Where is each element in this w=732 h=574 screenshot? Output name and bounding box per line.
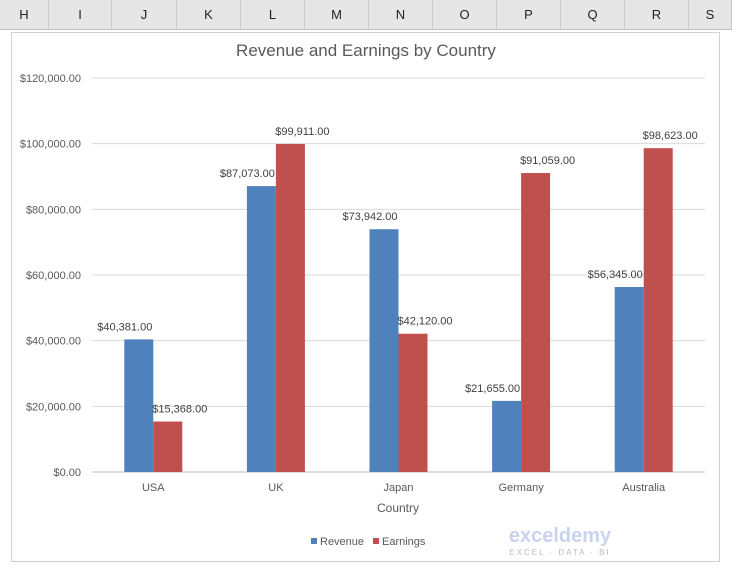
y-tick-label: $100,000.00	[20, 139, 81, 151]
legend-swatch-revenue	[311, 538, 317, 544]
bar-revenue-germany[interactable]	[492, 400, 522, 472]
column-header-N[interactable]: N	[369, 0, 433, 29]
data-label: $21,655.00	[465, 383, 520, 395]
column-header-R[interactable]: R	[625, 0, 689, 29]
column-header-K[interactable]: K	[177, 0, 241, 29]
x-tick-label: Germany	[498, 482, 544, 494]
y-tick-label: $80,000.00	[26, 204, 81, 216]
data-label: $42,120.00	[397, 316, 452, 328]
column-header-Q[interactable]: Q	[561, 0, 625, 29]
x-tick-label: USA	[142, 482, 165, 494]
data-label: $56,345.00	[588, 269, 643, 281]
y-tick-label: $20,000.00	[26, 401, 81, 413]
column-header-M[interactable]: M	[305, 0, 369, 29]
y-tick-label: $60,000.00	[26, 270, 81, 282]
data-label: $15,368.00	[152, 404, 207, 416]
column-header-H[interactable]: H	[0, 0, 49, 29]
data-label: $87,073.00	[220, 168, 275, 180]
bar-revenue-australia[interactable]	[614, 287, 644, 472]
y-tick-label: $120,000.00	[20, 73, 81, 85]
bar-earnings-germany[interactable]	[521, 173, 551, 472]
x-tick-label: Australia	[622, 482, 666, 494]
legend-label[interactable]: Earnings	[382, 536, 426, 548]
data-label: $98,623.00	[643, 130, 698, 142]
bar-revenue-usa[interactable]	[124, 339, 154, 472]
x-axis-title: Country	[377, 501, 419, 515]
column-header-O[interactable]: O	[433, 0, 497, 29]
column-header-L[interactable]: L	[241, 0, 305, 29]
data-label: $73,942.00	[342, 211, 397, 223]
bar-earnings-usa[interactable]	[153, 421, 183, 472]
bar-earnings-japan[interactable]	[398, 333, 428, 472]
data-label: $91,059.00	[520, 155, 575, 167]
bar-earnings-australia[interactable]	[643, 148, 673, 473]
data-label: $40,381.00	[97, 321, 152, 333]
y-tick-label: $0.00	[53, 467, 81, 479]
watermark-logo: exceldemy	[509, 525, 612, 547]
chart-area[interactable]	[11, 32, 720, 562]
bar-earnings-uk[interactable]	[275, 143, 305, 473]
column-header-I[interactable]: I	[49, 0, 112, 29]
column-header-P[interactable]: P	[497, 0, 561, 29]
legend-swatch-earnings	[373, 538, 379, 544]
bar-revenue-japan[interactable]	[369, 229, 399, 472]
x-tick-label: UK	[268, 482, 284, 494]
data-label: $99,911.00	[275, 126, 329, 138]
x-tick-label: Japan	[384, 482, 414, 494]
legend-label[interactable]: Revenue	[320, 536, 364, 548]
y-tick-label: $40,000.00	[26, 336, 81, 348]
watermark-tagline: EXCEL · DATA · BI	[509, 548, 610, 557]
bar-revenue-uk[interactable]	[246, 186, 276, 472]
column-header-J[interactable]: J	[112, 0, 177, 29]
chart-title: Revenue and Earnings by Country	[236, 41, 496, 60]
